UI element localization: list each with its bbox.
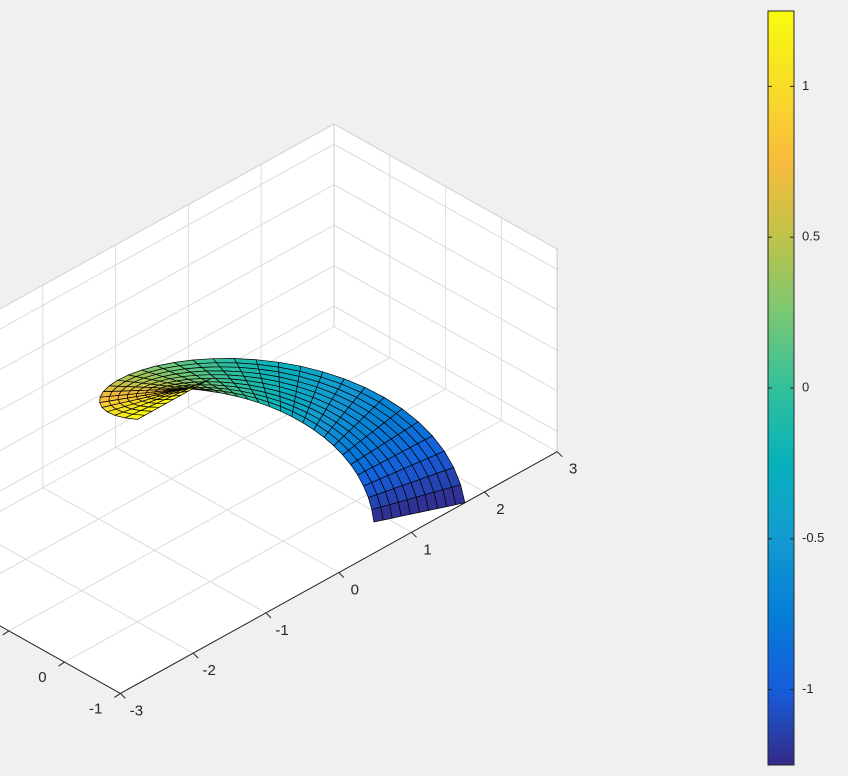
- colorbar-tick-label: 0.5: [802, 229, 820, 244]
- x-tick-label: -3: [130, 702, 143, 719]
- colorbar-tick-label: 1: [802, 78, 809, 93]
- x-tick-label: 1: [423, 541, 431, 558]
- grid-line-z-back: [0, 143, 335, 330]
- x-tick-label: 3: [569, 461, 577, 478]
- grid-line-z-side: [333, 305, 558, 432]
- x-tick-mark: [192, 652, 199, 659]
- x-tick-mark: [120, 693, 126, 699]
- box-edge: [0, 123, 335, 310]
- x-tick-label: 2: [496, 501, 504, 518]
- x-tick-mark: [484, 491, 490, 498]
- y-tick-mark: [2, 630, 10, 636]
- y-tick-mark: [58, 661, 65, 667]
- x-tick-mark: [411, 531, 417, 538]
- box-edge: [333, 123, 558, 250]
- grid-line-z-side: [333, 224, 558, 351]
- floor-plane: [0, 326, 558, 694]
- surface-patch: [371, 506, 384, 523]
- y-tick-mark: [114, 692, 121, 698]
- colorbar-tick-label: -1: [802, 681, 814, 696]
- colorbar-tick-label: 0: [802, 379, 809, 394]
- x-tick-label: 0: [351, 581, 359, 598]
- y-axis-line: [0, 625, 121, 694]
- colorbar-gradient: [767, 10, 795, 766]
- x-tick-label: -2: [203, 662, 216, 679]
- colorbar: -1 -0.5 0 0.5 1: [767, 10, 824, 766]
- x-tick-label: -1: [275, 622, 288, 639]
- colorbar-tick-label: -0.5: [802, 530, 824, 545]
- surface-patch: [124, 413, 146, 420]
- grid-line-z-back: [0, 224, 335, 411]
- grid-line-z-side: [333, 265, 558, 392]
- x-tick-mark: [265, 612, 272, 619]
- x-tick-mark: [338, 572, 345, 578]
- grid-line-z-back: [0, 184, 335, 371]
- surface-plot: [99, 358, 466, 523]
- grid-line-z-side: [333, 184, 558, 311]
- x-tick-mark: [556, 451, 563, 458]
- grid-line-z-side: [333, 143, 558, 270]
- y-tick-label: -1: [89, 700, 102, 717]
- y-tick-label: 0: [38, 669, 46, 686]
- grid-line-z-back: [0, 305, 335, 492]
